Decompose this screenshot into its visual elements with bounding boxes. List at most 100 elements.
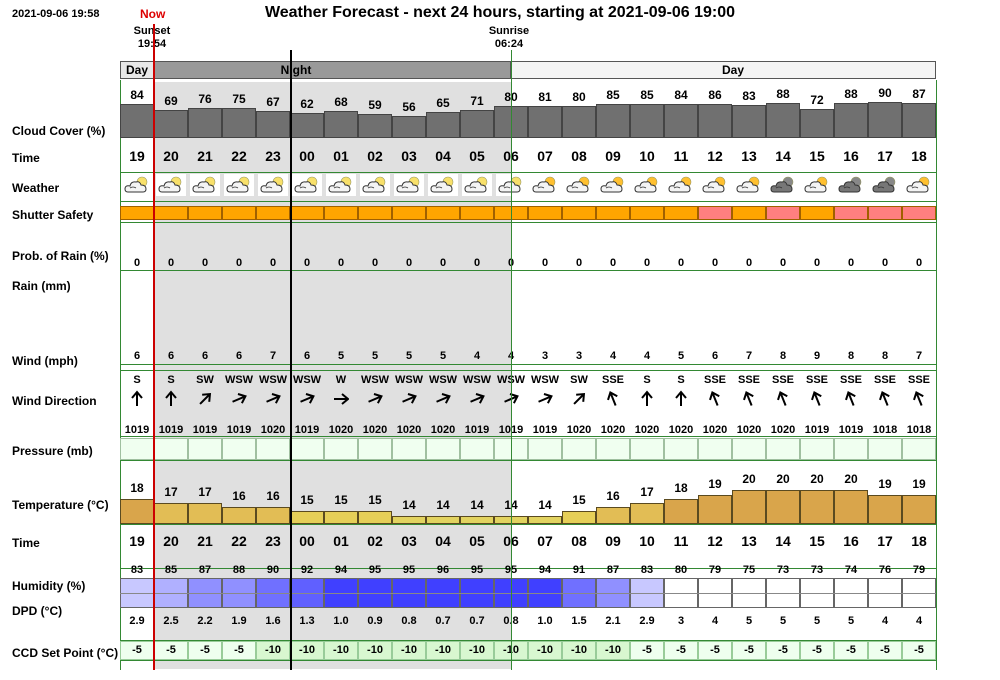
time-cell: 23 — [265, 148, 281, 164]
cloud-cover-value: 80 — [572, 90, 586, 104]
period-bar-night — [154, 61, 511, 79]
label-temperature: Temperature (°C) — [12, 498, 109, 512]
dpd-value: 2.9 — [639, 615, 655, 627]
dpd-value: 4 — [915, 615, 923, 627]
pressure-cell — [868, 438, 902, 460]
dpd-value: 5 — [779, 615, 787, 627]
shutter-safety-cell — [630, 206, 664, 220]
pressure-value: 1020 — [396, 424, 422, 436]
humidity-midline — [290, 593, 324, 594]
wind-dir-value: SSE — [805, 374, 828, 386]
wind-speed-value: 8 — [881, 350, 889, 362]
temperature-value: 19 — [912, 477, 926, 491]
temperature-bar — [120, 499, 154, 524]
wind-speed-value: 8 — [779, 350, 787, 362]
shutter-safety-cell — [732, 206, 766, 220]
pressure-value: 1020 — [600, 424, 626, 436]
temperature-bar — [528, 516, 562, 524]
pressure-value: 1019 — [158, 424, 184, 436]
ccd-value: -10 — [469, 644, 485, 656]
temperature-value: 16 — [606, 489, 620, 503]
time-cell: 01 — [333, 148, 349, 164]
pressure-cell — [630, 438, 664, 460]
pressure-cell — [766, 438, 800, 460]
cloud-cover-value: 65 — [436, 96, 450, 110]
wind-arrow-icon — [333, 390, 350, 408]
partly-cloudy-night-icon — [360, 174, 390, 196]
cloud-cover-bar — [460, 110, 494, 138]
partly-cloudy-day-icon — [734, 174, 764, 196]
pressure-cell — [800, 438, 834, 460]
dpd-value: 1.0 — [333, 615, 349, 627]
label-weather: Weather — [12, 181, 60, 195]
pressure-value: 1020 — [702, 424, 728, 436]
prob-rain-value: 0 — [439, 257, 447, 269]
pressure-cell — [426, 438, 460, 460]
time-cell: 14 — [775, 148, 791, 164]
temperature-value: 17 — [198, 485, 212, 499]
time-cell: 06 — [494, 148, 528, 164]
pressure-cell — [358, 438, 392, 460]
cloud-cover-value: 87 — [912, 87, 926, 101]
prob-rain-value: 0 — [303, 257, 311, 269]
wind-dir-value: SSE — [703, 374, 726, 386]
wind-arrow-icon — [571, 390, 587, 408]
cloud-cover-value: 86 — [708, 88, 722, 102]
pressure-cell — [902, 438, 936, 460]
prob-rain-value: 0 — [609, 257, 617, 269]
cloud-cover-value: 67 — [266, 95, 280, 109]
wind-arrow-icon — [231, 390, 247, 408]
prob-rain-value: 0 — [813, 257, 821, 269]
time-cell-2: 13 — [741, 533, 757, 549]
cloud-cover-bar — [562, 106, 596, 138]
cloud-cover-value: 84 — [674, 88, 688, 102]
pressure-cell — [562, 438, 596, 460]
label-time: Time — [12, 151, 40, 165]
wind-speed-value: 8 — [847, 350, 855, 362]
wind-arrow-icon — [163, 390, 179, 408]
row-separator — [120, 364, 936, 365]
partly-cloudy-night-icon — [462, 174, 492, 196]
cloud-cover-value: 75 — [232, 92, 246, 106]
cloud-cover-bar — [902, 103, 936, 138]
ccd-cell — [460, 641, 494, 660]
cloud-cover-bar — [120, 104, 154, 138]
cloud-cover-bar — [868, 102, 902, 138]
temperature-bar — [630, 503, 664, 524]
wind-dir-value: WSW — [462, 374, 492, 386]
label-wind-direction: Wind Direction — [12, 394, 97, 408]
wind-speed-value: 6 — [235, 350, 243, 362]
ccd-cell — [426, 641, 460, 660]
pressure-value: 1020 — [566, 424, 592, 436]
label-shutter-safety: Shutter Safety — [12, 208, 94, 222]
pressure-value: 1019 — [464, 424, 490, 436]
humidity-value: 94 — [538, 564, 552, 576]
temperature-value: 17 — [640, 485, 654, 499]
pressure-value: 1019 — [124, 424, 150, 436]
ccd-value: -10 — [605, 644, 621, 656]
pressure-value: 1020 — [430, 424, 456, 436]
wind-dir-value: SW — [570, 374, 588, 386]
wind-arrow-icon — [809, 390, 825, 408]
ccd-value: -5 — [914, 644, 924, 656]
shutter-safety-cell — [324, 206, 358, 220]
shutter-safety-cell — [766, 206, 800, 220]
humidity-midline — [324, 593, 358, 594]
pressure-value: 1020 — [770, 424, 796, 436]
cloud-cover-value: 85 — [606, 88, 620, 102]
time-cell-2: 22 — [231, 533, 247, 549]
shutter-safety-cell — [800, 206, 834, 220]
pressure-cell — [834, 438, 868, 460]
humidity-midline — [868, 593, 902, 594]
temperature-value: 14 — [470, 498, 484, 512]
humidity-midline — [528, 593, 562, 594]
shutter-safety-cell — [902, 206, 936, 220]
prob-rain-value: 0 — [337, 257, 345, 269]
label-wind: Wind (mph) — [12, 354, 78, 368]
label-cloud-cover: Cloud Cover (%) — [12, 124, 106, 138]
temperature-value: 14 — [436, 498, 450, 512]
dpd-value: 3 — [677, 615, 685, 627]
ccd-value: -10 — [401, 644, 417, 656]
sunrise-time: 06:24 — [494, 38, 524, 50]
ccd-value: -5 — [880, 644, 890, 656]
